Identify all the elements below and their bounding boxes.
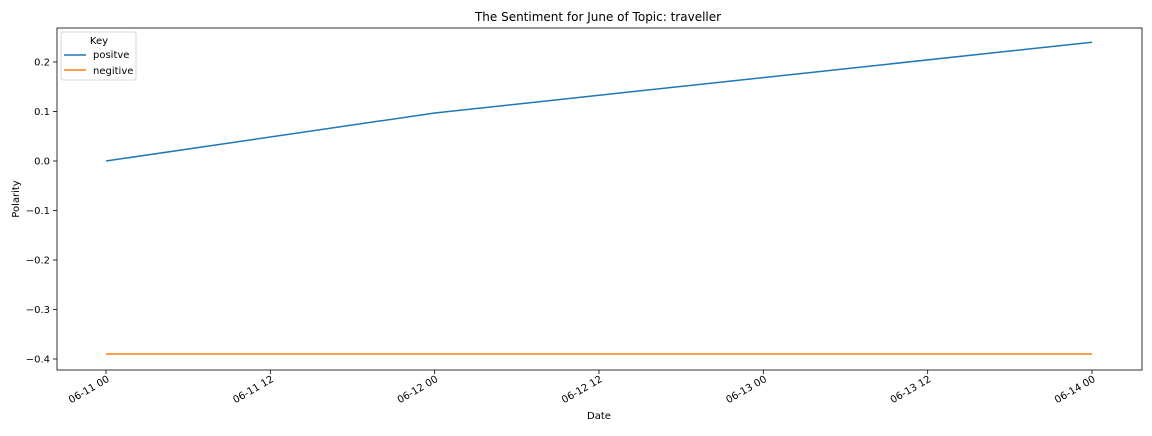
legend-box <box>60 31 137 81</box>
y-tick-label: −0.2 <box>26 256 50 267</box>
y-tick-label: −0.1 <box>26 206 50 217</box>
x-tick-label: 06-13 12 <box>889 374 933 406</box>
x-axis-label: Date <box>587 411 611 422</box>
plot-area <box>56 27 1143 371</box>
y-tick-label: 0.0 <box>34 157 50 168</box>
y-axis: 0.2 0.1 0.0 −0.1 −0.2 −0.3 −0.4 <box>26 58 57 366</box>
chart-title: The Sentiment for June of Topic: travell… <box>474 10 721 24</box>
x-tick-label: 06-12 00 <box>396 374 440 406</box>
legend-label-negitive: negitive <box>93 66 133 77</box>
y-tick-label: −0.4 <box>26 355 50 366</box>
series-lines <box>105 41 1093 355</box>
x-tick-label: 06-14 00 <box>1053 374 1097 406</box>
y-tick-label: 0.2 <box>34 58 50 69</box>
y-axis-label: Polarity <box>11 180 22 218</box>
x-tick-label: 06-11 00 <box>67 374 111 406</box>
legend-title: Key <box>90 36 108 47</box>
x-tick-label: 06-11 12 <box>231 374 275 406</box>
x-tick-label: 06-12 12 <box>560 374 604 406</box>
series-line-positve <box>105 41 1093 162</box>
y-tick-label: 0.1 <box>34 107 50 118</box>
legend-label-positve: positve <box>93 50 129 61</box>
x-axis: 06-11 00 06-11 12 06-12 00 06-12 12 06-13 00… <box>67 370 1098 406</box>
legend: Key positve negitive <box>60 31 137 81</box>
y-tick-label: −0.3 <box>26 305 50 316</box>
x-tick-label: 06-13 00 <box>724 374 768 406</box>
